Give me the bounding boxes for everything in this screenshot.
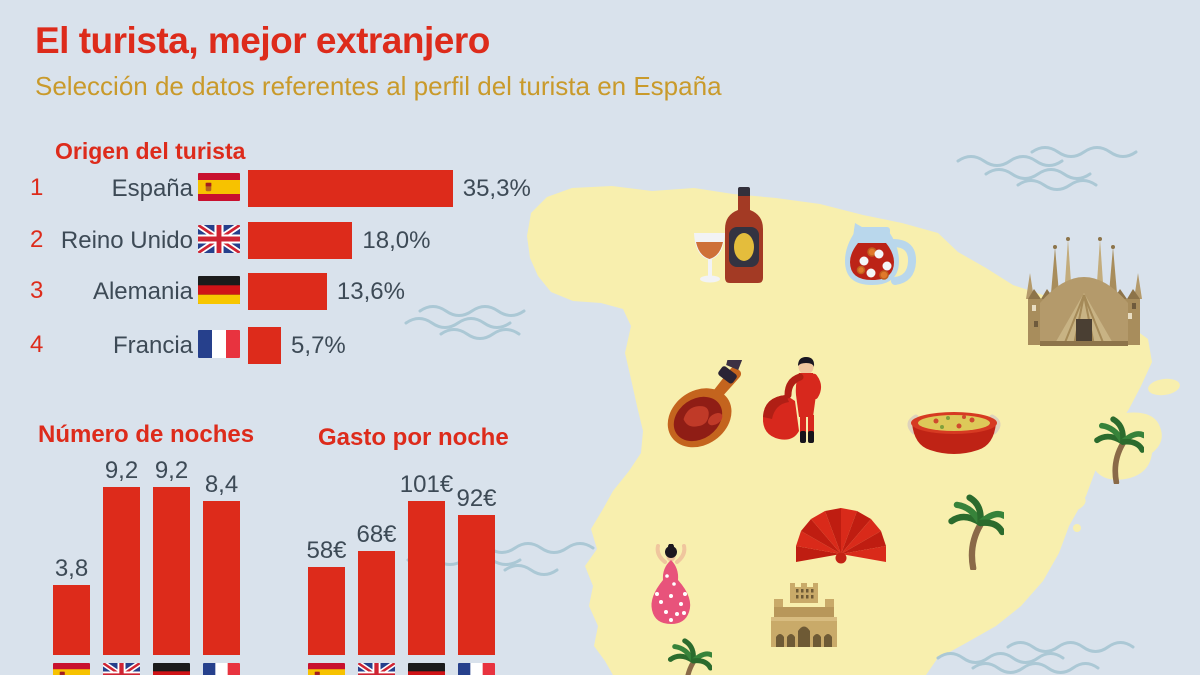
palm-tree-icon (1092, 416, 1144, 484)
wine-icon (693, 186, 763, 292)
spain-flag-icon (308, 663, 345, 675)
flag-es (308, 663, 345, 675)
origin-value: 18,0% (362, 227, 431, 254)
nights-bar (203, 501, 240, 655)
origin-bar (248, 273, 327, 310)
uk-flag-icon (358, 663, 395, 675)
island-menorca (1148, 378, 1180, 396)
sangria-icon (841, 219, 917, 303)
origin-bar (248, 222, 353, 259)
nights-value: 3,8 (54, 555, 89, 583)
flag-fr (203, 663, 240, 675)
page-title: El turista, mejor extranjero (35, 20, 490, 61)
flag-de (153, 663, 190, 675)
nights-value: 9,2 (104, 456, 139, 484)
flag-de (198, 276, 240, 304)
nights-value: 9,2 (154, 456, 189, 484)
palm-tree-icon (666, 638, 712, 675)
origin-rank: 2 (30, 226, 44, 253)
south-beach (658, 656, 742, 675)
france-flag-icon (198, 330, 240, 358)
islet (1073, 524, 1081, 532)
nights-bar (53, 585, 90, 655)
flamenco-dancer-icon (641, 544, 701, 626)
flag-gb (198, 225, 240, 253)
origin-value: 5,7% (291, 332, 346, 359)
nights-bar (153, 486, 190, 655)
paella-icon (904, 403, 1004, 455)
flag-es (198, 173, 240, 201)
flag-fr (198, 330, 240, 358)
nights-value: 8,4 (204, 471, 239, 499)
spend-value: 92€ (456, 484, 497, 512)
origin-bar (248, 327, 282, 364)
flag-gb (358, 663, 395, 675)
spend-bar (358, 551, 395, 655)
jamon-icon (654, 360, 758, 452)
spend-chart-title: Gasto por noche (318, 424, 509, 451)
origin-country-label: Reino Unido (60, 227, 193, 254)
spend-value: 101€ (399, 470, 454, 498)
origin-rank: 3 (30, 277, 44, 304)
spend-bar (458, 514, 495, 655)
flag-de (408, 663, 445, 675)
waves-nw-icon (404, 305, 526, 340)
spain-flag-icon (53, 663, 90, 675)
origin-country-label: España (111, 175, 193, 202)
castle-icon (768, 577, 840, 647)
header: El turista, mejor extranjero Selección d… (35, 20, 722, 102)
nights-chart-title: Número de noches (38, 421, 255, 448)
france-flag-icon (203, 663, 240, 675)
spend-bar (408, 500, 445, 655)
fan-icon (793, 500, 889, 564)
origin-value: 13,6% (336, 278, 405, 305)
spend-value: 58€ (306, 536, 347, 564)
uk-flag-icon (103, 663, 140, 675)
spend-bar (308, 566, 345, 655)
germany-flag-icon (153, 663, 190, 675)
torero-icon (762, 357, 824, 445)
flag-gb (103, 663, 140, 675)
germany-flag-icon (198, 276, 240, 304)
spend-value: 68€ (356, 521, 397, 549)
island-ibiza (1060, 494, 1086, 512)
germany-flag-icon (408, 663, 445, 675)
palm-tree-icon (946, 494, 1004, 570)
flag-fr (458, 663, 495, 675)
spain-flag-icon (198, 173, 240, 201)
flag-es (53, 663, 90, 675)
sagrada-familia-icon (1020, 233, 1148, 347)
origin-value: 35,3% (462, 175, 531, 202)
uk-flag-icon (198, 225, 240, 253)
origin-rank: 1 (30, 174, 44, 201)
waves-ne-icon (956, 146, 1138, 191)
origin-country-label: Alemania (92, 278, 193, 305)
waves-se-icon (936, 641, 1135, 674)
origin-rank: 4 (30, 331, 44, 358)
page-subtitle: Selección de datos referentes al perfil … (35, 71, 722, 101)
origin-chart-title: Origen del turista (55, 138, 246, 164)
origin-country-label: Francia (112, 332, 193, 359)
origin-bar (248, 170, 453, 207)
nights-bar (103, 486, 140, 655)
france-flag-icon (458, 663, 495, 675)
